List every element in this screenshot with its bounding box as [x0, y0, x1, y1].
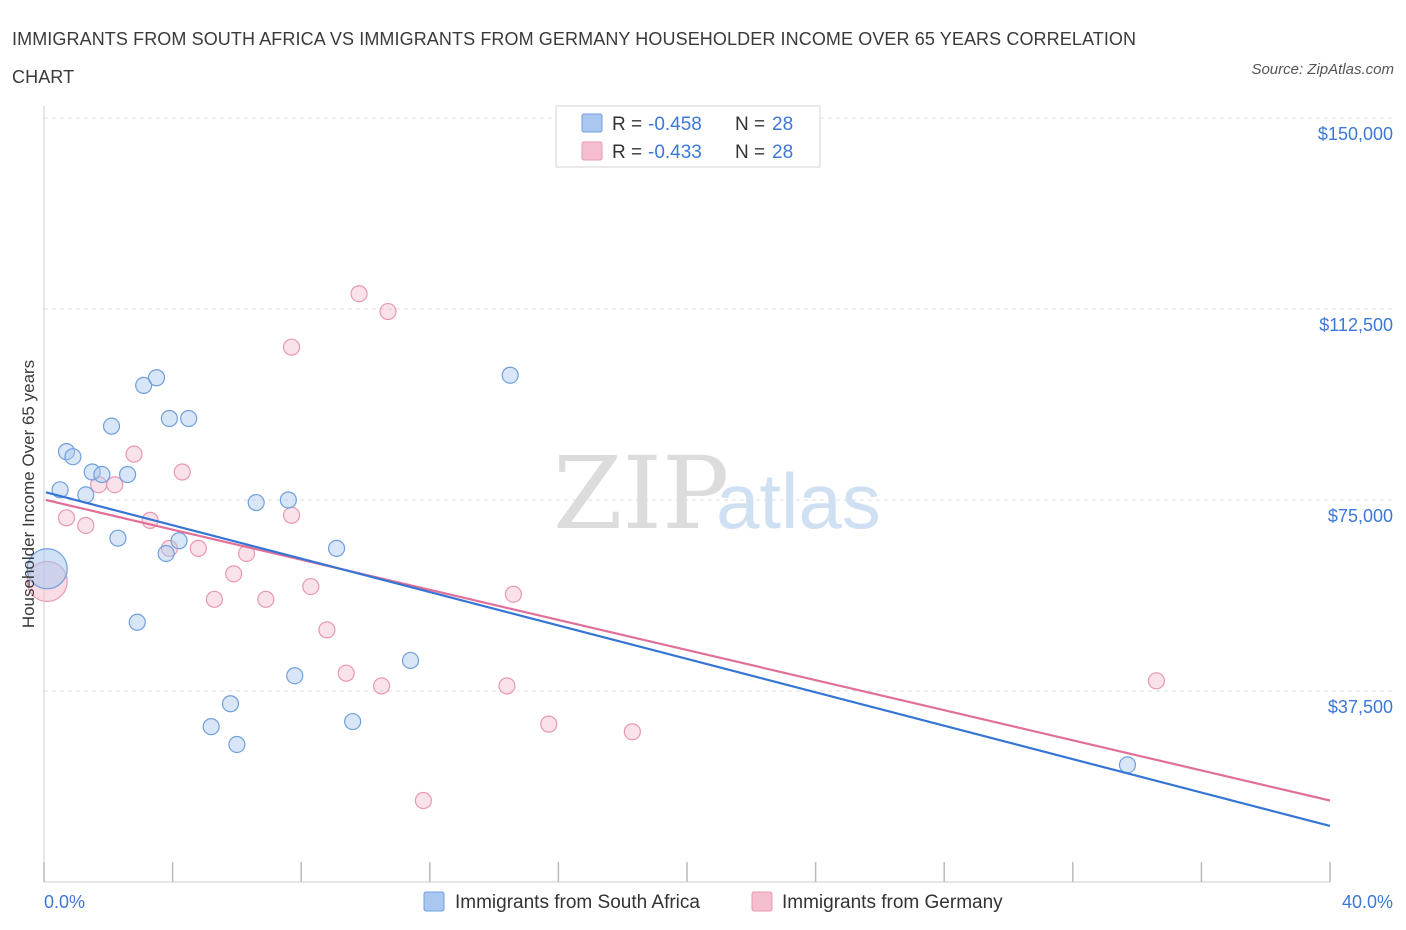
point-germany [498, 677, 516, 695]
point-south-africa [118, 465, 137, 484]
chart-title: IMMIGRANTS FROM SOUTH AFRICA VS IMMIGRAN… [12, 29, 1137, 87]
trend-line-germany [45, 498, 1331, 802]
point-south-africa [228, 735, 246, 754]
y-tick-label: $75,000 [1328, 506, 1393, 526]
point-germany [106, 476, 124, 494]
point-south-africa [26, 548, 68, 590]
point-south-africa [286, 667, 304, 685]
point-south-africa [93, 465, 111, 484]
point-south-africa [170, 532, 188, 550]
point-germany [205, 590, 223, 608]
point-germany [372, 677, 391, 695]
point-germany [379, 302, 397, 321]
legend-n-value-1: 28 [772, 114, 793, 135]
legend-r-label-2: R = [612, 142, 642, 163]
y-tick-label: $37,500 [1328, 697, 1393, 717]
legend-r-value-2: -0.433 [648, 142, 702, 163]
point-germany [350, 285, 368, 303]
point-south-africa [180, 409, 198, 428]
point-south-africa [160, 409, 178, 428]
point-germany [173, 463, 191, 481]
legend-swatch-pink [581, 141, 603, 161]
series-legend-label-south-africa: Immigrants from South Africa [455, 892, 700, 913]
y-axis-title: Householder Income Over 65 years [19, 360, 38, 628]
series-legend-swatch-blue [423, 891, 445, 912]
legend-n-label-2: N = [735, 142, 765, 163]
trend-line-south-africa [45, 491, 1331, 828]
y-tick-label: $150,000 [1318, 124, 1393, 144]
y-tick-label: $112,500 [1319, 315, 1393, 335]
point-south-africa [51, 481, 69, 499]
point-south-africa [102, 417, 121, 435]
series-legend-swatch-pink [751, 891, 773, 912]
point-germany [302, 577, 320, 596]
point-south-africa [64, 448, 82, 466]
point-south-africa [147, 369, 166, 387]
axes [43, 106, 1331, 883]
point-south-africa [202, 718, 220, 736]
point-germany [318, 621, 336, 639]
stats-legend: R = -0.458 N = 28 R = -0.433 N = 28 [555, 105, 821, 168]
legend-n-label-1: N = [735, 114, 765, 135]
watermark-atlas: atlas [716, 457, 881, 545]
point-south-africa [327, 539, 346, 557]
series-legend-label-germany: Immigrants from Germany [782, 892, 1003, 913]
point-germany [125, 445, 143, 463]
point-south-africa [401, 651, 420, 670]
point-germany [282, 338, 301, 356]
point-germany [282, 506, 301, 524]
y-tick-labels: $37,500 $75,000 $112,500 $150,000 [1318, 124, 1393, 717]
point-south-africa [157, 544, 175, 563]
grid-lines [44, 117, 1393, 692]
point-germany [225, 565, 243, 583]
point-germany [623, 723, 641, 741]
point-germany [57, 509, 76, 527]
point-south-africa [109, 529, 127, 547]
legend-n-value-2: 28 [772, 142, 793, 163]
point-germany [337, 664, 355, 682]
point-germany [77, 516, 95, 535]
point-germany [504, 585, 522, 603]
x-tick-label-max: 40.0% [1342, 892, 1393, 912]
point-germany [414, 791, 432, 810]
point-south-africa [135, 376, 153, 394]
point-germany [540, 715, 558, 733]
source-label: Source: ZipAtlas.com [1251, 61, 1394, 78]
point-south-africa [83, 463, 101, 481]
series-legend: Immigrants from South Africa Immigrants … [423, 891, 1003, 913]
point-south-africa [1118, 756, 1137, 774]
legend-r-value-1: -0.458 [648, 114, 702, 135]
point-south-africa [501, 366, 519, 384]
point-germany [257, 590, 275, 608]
point-germany [189, 539, 207, 557]
trend-lines [45, 491, 1331, 828]
x-tick-label-min: 0.0% [44, 892, 85, 912]
point-south-africa [344, 712, 362, 731]
point-south-africa [128, 613, 146, 631]
series-south-africa-points [26, 366, 1137, 774]
point-south-africa [247, 493, 265, 512]
legend-r-label-1: R = [612, 114, 642, 135]
watermark-zip: ZIP [553, 435, 729, 552]
point-south-africa [221, 695, 240, 713]
legend-swatch-blue [581, 113, 603, 133]
point-south-africa [279, 491, 297, 509]
point-germany [1147, 672, 1165, 690]
